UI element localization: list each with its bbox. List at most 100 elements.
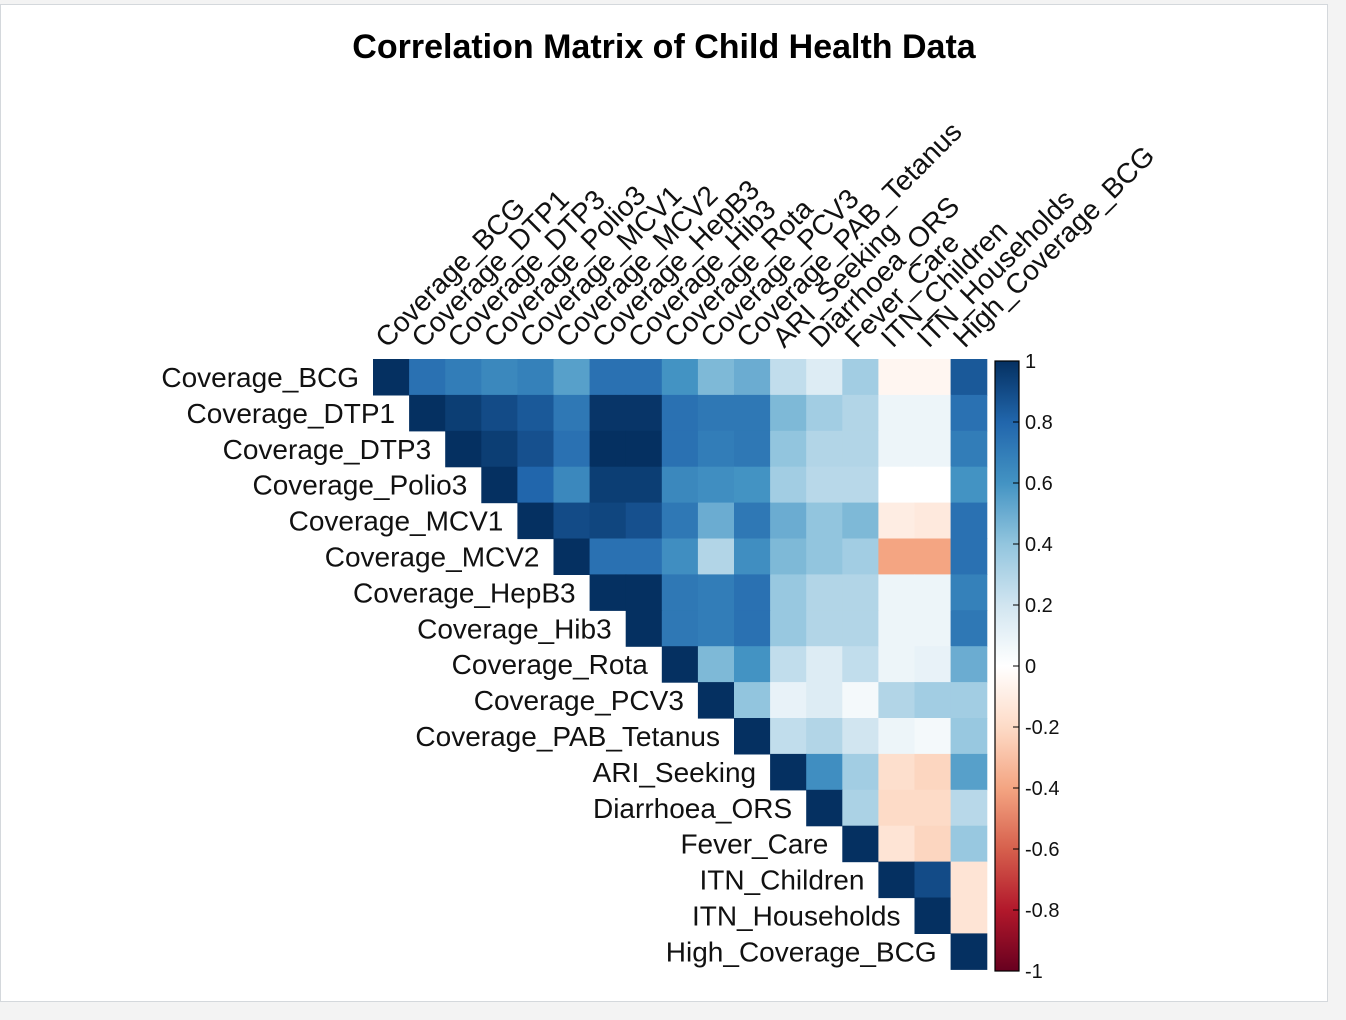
heatmap-cell-Coverage_DTP1-Diarrhoea_ORS bbox=[806, 394, 843, 432]
heatmap-cell-Coverage_DTP3-Coverage_MCV1 bbox=[517, 430, 555, 468]
heatmap-cell-Coverage_MCV1-ITN_Children bbox=[878, 502, 916, 540]
row-label: Coverage_DTP3 bbox=[223, 434, 432, 465]
heatmap-cell-Coverage_Polio3-ITN_Children bbox=[878, 466, 916, 504]
heatmap-cell-Coverage_DTP1-Coverage_Rota bbox=[661, 394, 699, 432]
heatmap-cell-Coverage_BCG-Fever_Care bbox=[842, 359, 879, 396]
colorbar-tick-label: 0.8 bbox=[1025, 412, 1053, 434]
heatmap-cell-Coverage_PCV3-Fever_Care bbox=[842, 682, 879, 719]
row-label: Coverage_Polio3 bbox=[252, 470, 467, 501]
colorbar-tick-label: -0.4 bbox=[1025, 778, 1059, 800]
heatmap-cell-Coverage_Polio3-Coverage_HepB3 bbox=[589, 466, 627, 504]
heatmap-cell-ARI_Seeking-High_Coverage_BCG bbox=[950, 753, 988, 791]
heatmap-cell-Coverage_DTP3-Coverage_Hib3 bbox=[625, 430, 663, 468]
heatmap-cell-Coverage_DTP3-High_Coverage_BCG bbox=[950, 430, 988, 468]
heatmap-cell-ARI_Seeking-Diarrhoea_ORS bbox=[806, 753, 843, 791]
heatmap-cell-Diarrhoea_ORS-Diarrhoea_ORS bbox=[806, 789, 843, 827]
heatmap-cell-Coverage_Polio3-Coverage_Hib3 bbox=[625, 466, 663, 504]
colorbar-tick-label: 1 bbox=[1025, 351, 1036, 373]
heatmap-cell-Coverage_DTP1-Coverage_PCV3 bbox=[697, 394, 735, 432]
heatmap-cell-Coverage_PCV3-ITN_Households bbox=[914, 682, 952, 719]
heatmap-cell-Coverage_Rota-Coverage_Rota bbox=[661, 646, 699, 683]
row-label: Diarrhoea_ORS bbox=[593, 793, 792, 824]
heatmap-cell-Coverage_HepB3-Diarrhoea_ORS bbox=[806, 574, 843, 611]
heatmap-cell-High_Coverage_BCG-High_Coverage_BCG bbox=[950, 933, 988, 970]
heatmap-cell-Coverage_Polio3-Coverage_MCV2 bbox=[553, 466, 591, 504]
row-label: Coverage_HepB3 bbox=[353, 577, 576, 608]
heatmap-cell-Coverage_HepB3-High_Coverage_BCG bbox=[950, 574, 988, 611]
row-labels: Coverage_BCG Coverage_DTP1 Coverage_DTP3 Co… bbox=[161, 362, 936, 967]
heatmap-cell-ARI_Seeking-Fever_Care bbox=[842, 753, 879, 791]
heatmap-cell-Coverage_Rota-Coverage_PAB_Tetanus bbox=[734, 646, 771, 683]
heatmap-cell-Coverage_DTP1-ITN_Households bbox=[914, 394, 952, 432]
heatmap-cell-Coverage_DTP1-Coverage_DTP1 bbox=[409, 394, 446, 432]
heatmap-cell-Coverage_Polio3-Coverage_PAB_Tetanus bbox=[734, 466, 771, 504]
heatmap-cell-Diarrhoea_ORS-Fever_Care bbox=[842, 789, 879, 827]
heatmap-cell-Coverage_MCV1-Coverage_PAB_Tetanus bbox=[734, 502, 771, 540]
row-label: ARI_Seeking bbox=[593, 757, 756, 788]
heatmap-cell-ARI_Seeking-ITN_Households bbox=[914, 753, 952, 791]
heatmap-cell-Coverage_DTP3-Coverage_MCV2 bbox=[553, 430, 591, 468]
heatmap-cell-Coverage_MCV1-Coverage_Hib3 bbox=[625, 502, 663, 540]
heatmap-cell-Coverage_Hib3-Fever_Care bbox=[842, 610, 879, 647]
heatmap-cell-Coverage_BCG-Diarrhoea_ORS bbox=[806, 359, 843, 396]
heatmap-cell-Coverage_Rota-ITN_Households bbox=[914, 646, 952, 683]
heatmap-cell-Coverage_BCG-Coverage_MCV1 bbox=[517, 359, 555, 396]
heatmap-cell-Coverage_MCV2-Coverage_Hib3 bbox=[625, 538, 663, 575]
heatmap-cell-Coverage_Polio3-Coverage_Polio3 bbox=[481, 466, 518, 504]
heatmap-cell-Coverage_PCV3-ARI_Seeking bbox=[770, 682, 807, 719]
colorbar-tick-label: -0.8 bbox=[1025, 900, 1059, 922]
heatmap-cell-Coverage_BCG-Coverage_DTP3 bbox=[445, 359, 482, 396]
heatmap-cell-Coverage_HepB3-Coverage_PAB_Tetanus bbox=[734, 574, 771, 611]
heatmap-cell-Diarrhoea_ORS-High_Coverage_BCG bbox=[950, 789, 988, 827]
heatmap-cell-Coverage_Hib3-ITN_Children bbox=[878, 610, 916, 647]
heatmap-cell-Coverage_DTP1-Coverage_PAB_Tetanus bbox=[734, 394, 771, 432]
heatmap-cell-Coverage_MCV2-Fever_Care bbox=[842, 538, 879, 575]
heatmap-cell-Coverage_PAB_Tetanus-Diarrhoea_ORS bbox=[806, 718, 843, 755]
row-label: Coverage_Hib3 bbox=[417, 613, 612, 644]
heatmap-cell-Diarrhoea_ORS-ITN_Households bbox=[914, 789, 952, 827]
heatmap-cell-Coverage_Hib3-Coverage_PAB_Tetanus bbox=[734, 610, 771, 647]
heatmap-cell-Coverage_Rota-ITN_Children bbox=[878, 646, 916, 683]
heatmap-cell-Coverage_DTP1-Coverage_MCV1 bbox=[517, 394, 555, 432]
colorbar-tick-label: 0.6 bbox=[1025, 473, 1053, 495]
heatmap-cell-Coverage_Hib3-High_Coverage_BCG bbox=[950, 610, 988, 647]
heatmap-cell-Coverage_PAB_Tetanus-ARI_Seeking bbox=[770, 718, 807, 755]
heatmap-cell-Coverage_BCG-Coverage_MCV2 bbox=[553, 359, 591, 396]
heatmap-cell-Coverage_MCV1-Coverage_PCV3 bbox=[697, 502, 735, 540]
heatmap-cell-Coverage_DTP1-Coverage_HepB3 bbox=[589, 394, 627, 432]
heatmap-cell-Coverage_MCV1-Fever_Care bbox=[842, 502, 879, 540]
heatmap-cell-Coverage_BCG-Coverage_Polio3 bbox=[481, 359, 518, 396]
row-label: Coverage_Rota bbox=[452, 649, 649, 680]
colorbar-tick-label: 0.4 bbox=[1025, 534, 1053, 556]
heatmap-cell-Coverage_Hib3-Coverage_Rota bbox=[661, 610, 699, 647]
heatmap-cell-Coverage_MCV1-Coverage_HepB3 bbox=[589, 502, 627, 540]
heatmap-cell-Coverage_DTP3-Diarrhoea_ORS bbox=[806, 430, 843, 468]
heatmap-cell-Coverage_DTP3-Coverage_Polio3 bbox=[481, 430, 518, 468]
heatmap-cell-Coverage_HepB3-Coverage_Hib3 bbox=[625, 574, 663, 611]
heatmap-cell-Coverage_Rota-Diarrhoea_ORS bbox=[806, 646, 843, 683]
column-labels: Coverage_BCGCoverage_DTP1Coverage_DTP3Co… bbox=[369, 116, 1160, 353]
heatmap-cell-ITN_Households-ITN_Households bbox=[914, 897, 952, 934]
heatmap-cell-Coverage_MCV2-Diarrhoea_ORS bbox=[806, 538, 843, 575]
heatmap-cell-Coverage_Polio3-High_Coverage_BCG bbox=[950, 466, 988, 504]
heatmap-cell-Coverage_DTP1-Coverage_Hib3 bbox=[625, 394, 663, 432]
row-label: Coverage_PAB_Tetanus bbox=[415, 721, 720, 752]
heatmap-cell-Coverage_DTP1-ARI_Seeking bbox=[770, 394, 807, 432]
heatmap-cell-Coverage_PCV3-Coverage_PAB_Tetanus bbox=[734, 682, 771, 719]
heatmap-cell-Coverage_BCG-Coverage_HepB3 bbox=[589, 359, 627, 396]
heatmap-cell-Coverage_MCV2-High_Coverage_BCG bbox=[950, 538, 988, 575]
heatmap-cell-Coverage_MCV2-ITN_Households bbox=[914, 538, 952, 575]
heatmap-cell-Coverage_DTP3-ITN_Households bbox=[914, 430, 952, 468]
heatmap-cell-Coverage_PCV3-ITN_Children bbox=[878, 682, 916, 719]
heatmap-cell-Coverage_Rota-High_Coverage_BCG bbox=[950, 646, 988, 683]
chart-title: Correlation Matrix of Child Health Data bbox=[352, 28, 976, 66]
heatmap-cell-Coverage_Rota-ARI_Seeking bbox=[770, 646, 807, 683]
heatmap-cell-Coverage_MCV1-Coverage_MCV2 bbox=[553, 502, 591, 540]
heatmap-cell-Coverage_PAB_Tetanus-ITN_Households bbox=[914, 718, 952, 755]
heatmap-cell-Coverage_DTP3-Coverage_PCV3 bbox=[697, 430, 735, 468]
heatmap-cell-Coverage_MCV1-ITN_Households bbox=[914, 502, 952, 540]
heatmap-cell-Coverage_PAB_Tetanus-High_Coverage_BCG bbox=[950, 718, 988, 755]
heatmap-cell-Coverage_DTP1-Coverage_DTP3 bbox=[445, 394, 482, 432]
row-label: Coverage_DTP1 bbox=[187, 398, 396, 429]
heatmap-cell-Coverage_MCV2-Coverage_HepB3 bbox=[589, 538, 627, 575]
